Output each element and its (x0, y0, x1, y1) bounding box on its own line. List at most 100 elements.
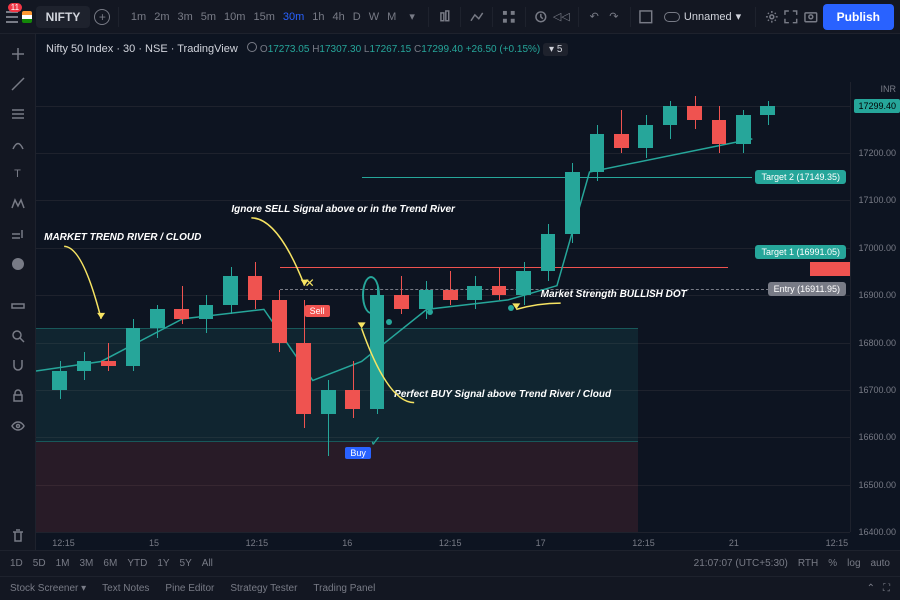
candle-style-button[interactable] (437, 4, 453, 30)
panel-tab[interactable]: Text Notes (102, 583, 149, 594)
zoom-tool[interactable] (4, 322, 32, 350)
templates-button[interactable] (501, 4, 517, 30)
range-5Y[interactable]: 5Y (180, 558, 192, 569)
price-tick: 16900.00 (858, 290, 896, 300)
trash-tool[interactable] (4, 522, 32, 550)
maximize-icon[interactable]: ⛶ (883, 583, 890, 594)
timeframe-5m[interactable]: 5m (197, 8, 220, 26)
candle (272, 290, 287, 352)
flag-india-icon (22, 11, 32, 23)
indicators-button[interactable] (469, 4, 485, 30)
timeframe-30m[interactable]: 30m (279, 8, 308, 26)
time-tick: 12:15 (52, 538, 75, 548)
candle (150, 305, 165, 338)
range-All[interactable]: All (202, 558, 213, 569)
time-tick: 12:15 (246, 538, 269, 548)
ignore-x-mark: ✕ (305, 276, 315, 290)
range-YTD[interactable]: YTD (127, 558, 147, 569)
trendline-tool[interactable] (4, 70, 32, 98)
price-axis[interactable]: INR 17300.0017200.0017100.0017000.001690… (850, 82, 900, 532)
layout-button[interactable] (638, 4, 654, 30)
candle (614, 110, 629, 153)
cursor-tool[interactable] (4, 40, 32, 68)
timeframe-2m[interactable]: 2m (150, 8, 173, 26)
price-tick: 16800.00 (858, 338, 896, 348)
range-1M[interactable]: 1M (56, 558, 70, 569)
candle (77, 352, 92, 380)
chart-header: Nifty 50 Index · 30 · NSE · TradingView … (36, 34, 900, 62)
auto-toggle[interactable]: auto (871, 558, 890, 569)
chart-canvas[interactable]: SellBuyTarget 2 (17149.35)Target 1 (1699… (36, 82, 850, 532)
timeframe-M[interactable]: M (383, 8, 400, 26)
range-1Y[interactable]: 1Y (157, 558, 169, 569)
timeframe-3m[interactable]: 3m (173, 8, 196, 26)
measure-tool[interactable] (4, 250, 32, 278)
brush-tool[interactable] (4, 130, 32, 158)
text-tool[interactable]: T (4, 160, 32, 188)
timeframe-1m[interactable]: 1m (127, 8, 150, 26)
fib-tool[interactable] (4, 100, 32, 128)
timeframe-row: 1m2m3m5m10m15m30m1h4hDWM (127, 8, 400, 26)
replay-button[interactable]: ◁◁ (553, 4, 570, 30)
time-axis[interactable]: 12:151512:151612:151712:152112:15 (36, 532, 850, 550)
topbar: 11 NIFTY + 1m2m3m5m10m15m30m1h4hDWM ▾ ◁◁… (0, 0, 900, 34)
annotation-text: Perfect BUY Signal above Trend River / C… (394, 389, 611, 400)
layout-name-button[interactable]: Unnamed ▾ (658, 7, 747, 26)
target-label: Target 1 (16991.05) (755, 245, 846, 259)
rth-toggle[interactable]: RTH (798, 558, 818, 569)
candle (394, 276, 409, 314)
alert-button[interactable] (533, 4, 549, 30)
more-icon[interactable] (247, 42, 257, 52)
range-6M[interactable]: 6M (103, 558, 117, 569)
timeframe-15m[interactable]: 15m (249, 8, 278, 26)
candle (174, 286, 189, 324)
time-tick: 12:15 (439, 538, 462, 548)
snapshot-button[interactable] (803, 4, 819, 30)
price-tick: 17000.00 (858, 243, 896, 253)
bullish-dot (386, 319, 392, 325)
pattern-tool[interactable] (4, 190, 32, 218)
range-1D[interactable]: 1D (10, 558, 23, 569)
price-tick: 17100.00 (858, 195, 896, 205)
undo-button[interactable]: ↶ (586, 4, 602, 30)
panel-tab[interactable]: Pine Editor (165, 583, 214, 594)
last-price-badge: 17299.40 (854, 99, 900, 113)
candle (467, 276, 482, 309)
menu-button[interactable]: 11 (6, 7, 18, 27)
annotation-text: MARKET TREND RIVER / CLOUD (44, 232, 201, 243)
timeframe-4h[interactable]: 4h (329, 8, 349, 26)
lock-tool[interactable] (4, 382, 32, 410)
publish-button[interactable]: Publish (823, 4, 894, 30)
timeframe-1h[interactable]: 1h (308, 8, 328, 26)
time-tick: 15 (149, 538, 159, 548)
interval-tag[interactable]: ▾ 5 (543, 43, 568, 56)
redo-button[interactable]: ↷ (606, 4, 622, 30)
panel-tab[interactable]: Trading Panel (313, 583, 375, 594)
chevron-down-icon[interactable]: ▾ (404, 4, 420, 30)
add-symbol-button[interactable]: + (94, 4, 110, 30)
magnet-tool[interactable] (4, 352, 32, 380)
panel-tab[interactable]: Strategy Tester (230, 583, 297, 594)
log-toggle[interactable]: log (847, 558, 860, 569)
time-tick: 12:15 (632, 538, 655, 548)
ruler-tool[interactable] (4, 292, 32, 320)
timeframe-W[interactable]: W (365, 8, 383, 26)
timeframe-10m[interactable]: 10m (220, 8, 249, 26)
timeframe-D[interactable]: D (349, 8, 365, 26)
forecast-tool[interactable] (4, 220, 32, 248)
candle (321, 380, 336, 456)
candle (663, 101, 678, 139)
range-bar: 1D5D1M3M6MYTD1Y5YAll 21:07:07 (UTC+5:30)… (0, 550, 900, 576)
fullscreen-button[interactable] (783, 4, 799, 30)
collapse-icon[interactable]: ⌃ (867, 583, 875, 594)
symbol-button[interactable]: NIFTY (36, 6, 91, 28)
range-3M[interactable]: 3M (80, 558, 94, 569)
pct-toggle[interactable]: % (828, 558, 837, 569)
panel-tab[interactable]: Stock Screener ▾ (10, 583, 86, 594)
red-zone (36, 442, 638, 532)
chart-area[interactable]: Nifty 50 Index · 30 · NSE · TradingView … (36, 34, 900, 550)
settings-button[interactable] (764, 4, 780, 30)
candle (492, 267, 507, 300)
range-5D[interactable]: 5D (33, 558, 46, 569)
eye-tool[interactable] (4, 412, 32, 440)
